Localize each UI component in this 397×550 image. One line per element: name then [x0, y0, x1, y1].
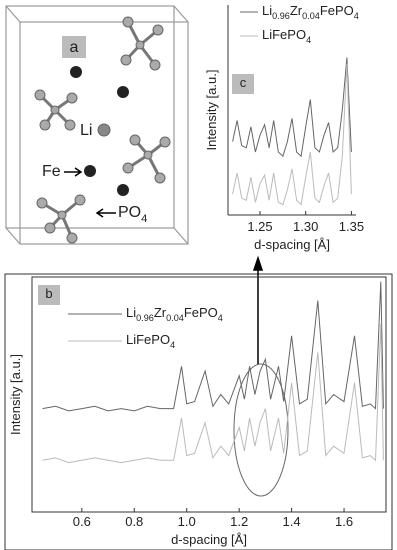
atom-label: PO4	[118, 204, 147, 225]
series-line	[43, 324, 384, 463]
x-tick-label: 0.6	[73, 514, 91, 529]
x-axis-label: d-spacing [Å]	[254, 237, 330, 252]
x-tick-label: 1.35	[339, 219, 364, 234]
arrow	[64, 168, 81, 176]
series-line	[233, 58, 352, 157]
legend-label: LiFePO4	[262, 27, 311, 45]
x-tick-label: 1.30	[293, 219, 318, 234]
panel-label: a	[70, 39, 79, 56]
legend-label: Li0.96Zr0.04FePO4	[126, 305, 223, 323]
y-axis-label: Intensity [a.u.]	[8, 354, 23, 435]
y-axis-label: Intensity [a.u.]	[204, 70, 219, 151]
legend-label: Li0.96Zr0.04FePO4	[262, 3, 359, 21]
arrow	[97, 209, 116, 217]
figure: a Li Fe PO4 1.25 1.30 1.35 d-spacing [Å] Int…	[0, 0, 397, 550]
x-tick-label: 0.8	[125, 514, 143, 529]
panel-label: c	[240, 75, 247, 90]
x-tick-label: 1.2	[230, 514, 248, 529]
x-tick-label: 1.0	[178, 514, 196, 529]
atom-label: Li	[80, 122, 92, 139]
atom-label: Fe	[42, 163, 61, 180]
x-tick-label: 1.6	[335, 514, 353, 529]
crystal-structure	[6, 6, 188, 244]
panel-label: b	[45, 286, 52, 301]
x-axis-label: d-spacing [Å]	[171, 532, 247, 547]
x-tick-label: 1.25	[247, 219, 272, 234]
legend-label: LiFePO4	[126, 332, 175, 350]
x-tick-label: 1.4	[283, 514, 301, 529]
series-line	[43, 282, 384, 411]
